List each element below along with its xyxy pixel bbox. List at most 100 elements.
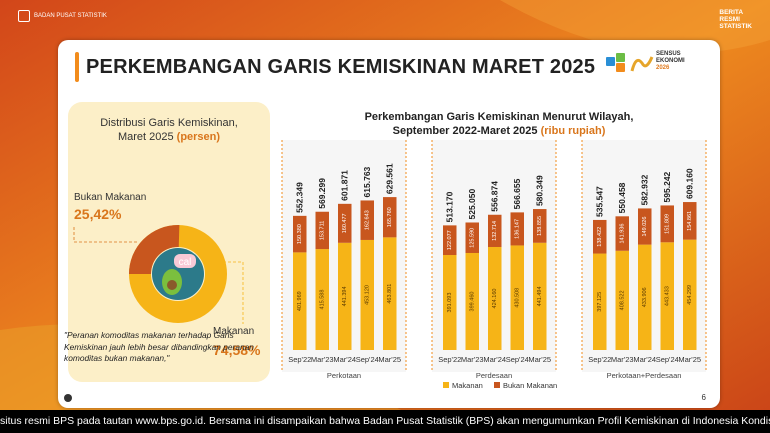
label-makanan: 454.299 bbox=[687, 285, 693, 305]
group-label: Perdesaan bbox=[476, 371, 512, 380]
label-total: 535.547 bbox=[595, 186, 605, 217]
label-total: 615.763 bbox=[362, 166, 372, 197]
bukan-makanan-slice bbox=[129, 225, 227, 323]
sensus-text: SENSUS EKONOMI 2026 bbox=[656, 51, 685, 72]
label-total: 525.050 bbox=[467, 188, 477, 219]
label-total: 609.160 bbox=[685, 168, 695, 199]
bar-makanan bbox=[638, 244, 652, 350]
label-total: 582.932 bbox=[640, 174, 650, 205]
tick-label: Mar'24 bbox=[483, 355, 506, 364]
bar-makanan bbox=[488, 246, 502, 350]
bar-bukan-makanan bbox=[383, 197, 397, 238]
bps-logo-icon bbox=[18, 10, 30, 22]
badge-line-3: STATISTIK bbox=[719, 23, 752, 30]
label-makanan: 399.460 bbox=[470, 292, 476, 312]
cal-text: cal bbox=[179, 257, 192, 268]
bar-makanan bbox=[443, 255, 457, 350]
tick-label: Sep'24 bbox=[356, 355, 379, 364]
bar-bukan-makanan bbox=[533, 209, 547, 243]
bar-bukan-makanan bbox=[360, 200, 374, 240]
chart-unit: (ribu rupiah) bbox=[540, 125, 606, 137]
page-number: 6 bbox=[701, 393, 706, 402]
bar-makanan bbox=[683, 239, 697, 350]
label-total: 601.871 bbox=[340, 170, 350, 201]
label-makanan: 463.801 bbox=[387, 284, 393, 304]
bar-bukan-makanan bbox=[465, 222, 479, 253]
label-makanan: 397.125 bbox=[597, 292, 603, 312]
label-makanan: 401.969 bbox=[297, 291, 303, 311]
makanan-value: 74,58% bbox=[213, 342, 261, 358]
legend-label-bukan-makanan: Bukan Makanan bbox=[503, 381, 557, 390]
bar-makanan bbox=[383, 237, 397, 350]
org-name: BADAN PUSAT STATISTIK bbox=[34, 13, 107, 19]
label-bukan-makanan: 122.077 bbox=[447, 230, 453, 250]
sensus-line-2: EKONOMI bbox=[656, 58, 685, 64]
avocado-seed-icon bbox=[167, 280, 177, 290]
label-bukan-makanan: 138.855 bbox=[537, 216, 543, 236]
tick-label: Sep'24 bbox=[506, 355, 529, 364]
chart-title-line2: September 2022-Maret 2025 bbox=[392, 125, 538, 137]
label-makanan: 441.494 bbox=[537, 286, 543, 306]
slide-title: PERKEMBANGAN GARIS KEMISKINAN MARET 2025 bbox=[86, 56, 596, 78]
chart-title: Perkembangan Garis Kemiskinan Menurut Wi… bbox=[284, 110, 714, 138]
label-makanan: 415.588 bbox=[320, 290, 326, 310]
legend-swatch-makanan bbox=[443, 382, 449, 388]
distribution-unit: (persen) bbox=[176, 131, 221, 143]
distribution-title-line2: Maret 2025 bbox=[117, 131, 174, 143]
tick-label: Sep'22 bbox=[288, 355, 311, 364]
label-total: 552.349 bbox=[295, 182, 305, 213]
header-logos: SENSUS EKONOMI 2026 bbox=[604, 49, 700, 81]
tick-label: Mar'25 bbox=[378, 355, 401, 364]
label-bukan-makanan: 153.711 bbox=[320, 221, 326, 240]
label-bukan-makanan: 132.714 bbox=[492, 221, 498, 241]
bar-bukan-makanan bbox=[660, 205, 674, 243]
label-bukan-makanan: 154.861 bbox=[687, 211, 693, 231]
bar-bukan-makanan bbox=[443, 225, 457, 256]
tick-label: Sep'24 bbox=[656, 355, 679, 364]
bar-bukan-makanan bbox=[338, 203, 352, 243]
label-bukan-makanan: 125.590 bbox=[470, 228, 476, 248]
distribution-title: Distribusi Garis Kemiskinan, Maret 2025 … bbox=[68, 116, 270, 144]
bar-makanan bbox=[510, 245, 524, 350]
bps-logo: BADAN PUSAT STATISTIK bbox=[18, 10, 107, 22]
bar-makanan bbox=[593, 253, 607, 350]
label-bukan-makanan: 149.026 bbox=[642, 217, 648, 237]
bar-bukan-makanan bbox=[615, 216, 629, 251]
label-bukan-makanan: 151.809 bbox=[665, 214, 671, 234]
bar-makanan bbox=[533, 242, 547, 350]
bar-makanan bbox=[338, 242, 352, 350]
slide-nav-button[interactable] bbox=[64, 394, 72, 402]
legend-swatch-bukan-makanan bbox=[494, 382, 500, 388]
label-total: 550.458 bbox=[617, 182, 627, 213]
label-bukan-makanan: 160.477 bbox=[342, 213, 348, 233]
tick-label: Sep'22 bbox=[438, 355, 461, 364]
group-label: Perkotaan+Perdesaan bbox=[607, 371, 682, 380]
tick-label: Sep'22 bbox=[588, 355, 611, 364]
ticker-text: situs resmi BPS pada tautan www.bps.go.i… bbox=[0, 415, 770, 427]
label-total: 595.242 bbox=[662, 171, 672, 202]
label-bukan-makanan: 138.422 bbox=[597, 227, 603, 247]
bar-makanan bbox=[465, 252, 479, 350]
label-total: 629.561 bbox=[385, 163, 395, 194]
label-makanan: 391.093 bbox=[447, 293, 453, 313]
bar-makanan bbox=[293, 252, 307, 350]
sensus-line-1: SENSUS bbox=[656, 51, 681, 57]
makanan-label: Makanan bbox=[213, 326, 255, 337]
label-makanan: 408.522 bbox=[620, 290, 626, 310]
cal-badge-icon bbox=[174, 254, 196, 268]
label-bukan-makanan: 136.147 bbox=[515, 219, 521, 239]
news-ticker: situs resmi BPS pada tautan www.bps.go.i… bbox=[0, 410, 770, 433]
label-makanan: 453.120 bbox=[365, 285, 371, 305]
tick-label: Mar'25 bbox=[678, 355, 701, 364]
label-makanan: 433.906 bbox=[642, 287, 648, 307]
label-bukan-makanan: 150.380 bbox=[297, 224, 303, 244]
title-accent-bar bbox=[75, 52, 79, 82]
leader-lines bbox=[73, 227, 244, 324]
bar-makanan bbox=[660, 242, 674, 350]
label-total: 566.655 bbox=[512, 178, 522, 209]
label-total: 556.874 bbox=[490, 181, 500, 212]
bar-bukan-makanan bbox=[315, 211, 329, 250]
label-makanan: 443.433 bbox=[665, 286, 671, 306]
bukan-makanan-label: Bukan Makanan bbox=[74, 192, 147, 203]
bar-makanan bbox=[360, 239, 374, 350]
